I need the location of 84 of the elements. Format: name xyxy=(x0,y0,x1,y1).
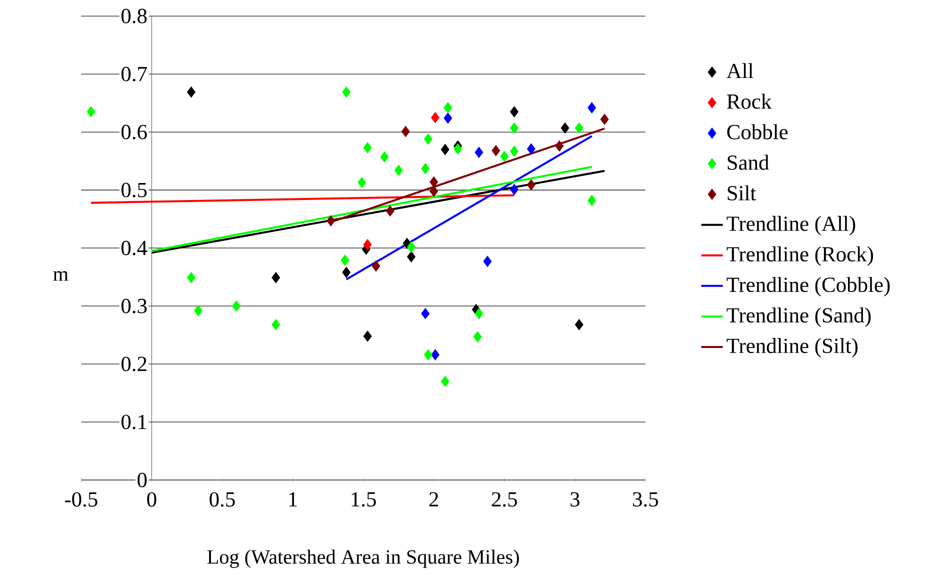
y-tick-label: 0.3 xyxy=(121,298,147,314)
point xyxy=(431,349,440,360)
point xyxy=(600,114,609,126)
point xyxy=(194,305,202,316)
point xyxy=(444,112,452,124)
y-tick-label: 0.5 xyxy=(121,182,147,198)
point xyxy=(358,177,366,188)
y-axis-title: m xyxy=(53,271,68,281)
point xyxy=(326,215,336,227)
legend-label: Trendline (Sand) xyxy=(726,308,871,328)
x-tick-label: 0 xyxy=(147,492,156,507)
point xyxy=(473,331,482,342)
point xyxy=(526,143,536,155)
legend-label: Trendline (Rock) xyxy=(726,246,874,266)
point xyxy=(510,184,518,196)
point xyxy=(421,163,430,174)
point xyxy=(510,106,518,118)
point xyxy=(588,102,596,114)
point xyxy=(431,112,440,124)
y-tick-label: 0.6 xyxy=(121,124,147,140)
point xyxy=(492,145,500,156)
point xyxy=(363,330,372,342)
point xyxy=(574,319,584,330)
point xyxy=(474,308,484,320)
point xyxy=(474,146,484,158)
point xyxy=(232,300,241,312)
point xyxy=(86,106,96,118)
point xyxy=(372,260,380,272)
y-tick-label: 0.7 xyxy=(121,66,147,82)
point xyxy=(272,272,280,284)
point xyxy=(500,151,509,162)
x-tick-label: 0.5 xyxy=(210,492,235,507)
y-tick-label: 0 xyxy=(138,472,147,488)
y-tick-label: 0.1 xyxy=(121,414,146,430)
legend-label: Rock xyxy=(726,94,772,109)
legend-label: Trendline (All) xyxy=(726,216,856,236)
point xyxy=(510,122,518,134)
point xyxy=(186,272,196,284)
legend-label: Sand xyxy=(728,154,770,170)
point xyxy=(340,254,350,266)
point xyxy=(386,206,394,217)
y-tick-label: 0.8 xyxy=(121,8,147,24)
point xyxy=(272,319,280,330)
point xyxy=(421,308,430,320)
y-tick-label: 0.4 xyxy=(121,240,148,256)
y-tick-label: 0.2 xyxy=(121,356,146,372)
legend-label: Trendline (Cobble) xyxy=(726,277,890,297)
x-tick-label: 1 xyxy=(289,492,297,507)
point xyxy=(380,152,389,163)
point xyxy=(424,134,432,145)
x-axis-title: Log (Watershed Area in Square Miles) xyxy=(207,550,519,568)
point xyxy=(342,86,351,98)
point xyxy=(363,142,372,154)
point xyxy=(186,86,196,98)
point xyxy=(454,143,462,155)
point xyxy=(510,146,518,157)
point xyxy=(430,186,438,197)
point xyxy=(424,349,432,360)
point xyxy=(483,256,492,268)
point xyxy=(440,144,450,156)
point xyxy=(401,126,410,138)
x-tick-label: 3 xyxy=(570,492,580,507)
point xyxy=(588,195,596,206)
point xyxy=(574,122,584,134)
point xyxy=(394,164,403,176)
legend-label: Silt xyxy=(728,185,756,201)
legend-label: All xyxy=(726,63,754,78)
point xyxy=(363,239,372,250)
point xyxy=(526,179,536,191)
x-tick-label: 3.5 xyxy=(633,492,658,507)
point xyxy=(407,241,416,253)
legend-label: Trendline (Silt) xyxy=(726,338,858,358)
point xyxy=(342,267,351,278)
x-tick-label: -0.5 xyxy=(64,492,98,507)
x-tick-label: 1.5 xyxy=(352,492,376,507)
point xyxy=(560,122,570,134)
point xyxy=(430,176,438,188)
legend-label: Cobble xyxy=(727,124,788,140)
point xyxy=(440,376,450,388)
point xyxy=(555,140,564,152)
x-tick-label: 2 xyxy=(429,492,438,507)
point xyxy=(407,251,416,262)
x-tick-label: 2.5 xyxy=(492,492,517,507)
point xyxy=(444,102,452,114)
